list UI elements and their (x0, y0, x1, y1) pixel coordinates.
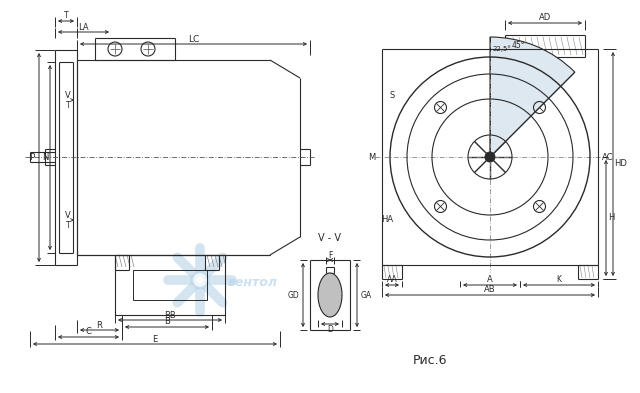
Text: D: D (327, 325, 333, 334)
Circle shape (485, 152, 495, 162)
Text: GD: GD (288, 290, 300, 299)
Text: AC: AC (602, 152, 614, 162)
Text: V: V (65, 90, 71, 99)
Text: LA: LA (78, 22, 89, 31)
Text: K: K (557, 275, 561, 285)
Text: AB: AB (484, 285, 496, 294)
Text: T: T (66, 101, 70, 110)
Text: T: T (64, 11, 68, 20)
Text: C: C (86, 327, 92, 336)
Ellipse shape (318, 273, 342, 317)
Text: GA: GA (360, 290, 372, 299)
Text: B: B (164, 318, 170, 327)
Text: 45°: 45° (511, 40, 525, 50)
Text: P: P (29, 153, 35, 162)
Text: V - V: V - V (319, 233, 342, 243)
Text: V: V (65, 211, 71, 220)
Text: M: M (369, 152, 376, 162)
Text: A: A (487, 275, 493, 285)
Text: R: R (97, 321, 102, 329)
Text: S: S (389, 90, 395, 99)
Text: HA: HA (381, 215, 393, 224)
Text: AD: AD (539, 13, 551, 22)
Text: N: N (42, 153, 48, 162)
Text: F: F (328, 252, 332, 261)
Text: LC: LC (188, 35, 199, 44)
Text: 22,5°: 22,5° (493, 46, 511, 52)
Text: E: E (152, 334, 157, 343)
Text: AA: AA (387, 275, 397, 285)
Bar (133, 270, 207, 300)
Text: BB: BB (164, 310, 176, 320)
Circle shape (192, 272, 208, 288)
Text: вентол: вентол (228, 275, 278, 288)
Text: HD: HD (614, 160, 627, 169)
Text: H: H (608, 213, 614, 222)
Text: Рис.6: Рис.6 (413, 353, 447, 367)
Text: T: T (66, 220, 70, 230)
Wedge shape (490, 37, 575, 157)
